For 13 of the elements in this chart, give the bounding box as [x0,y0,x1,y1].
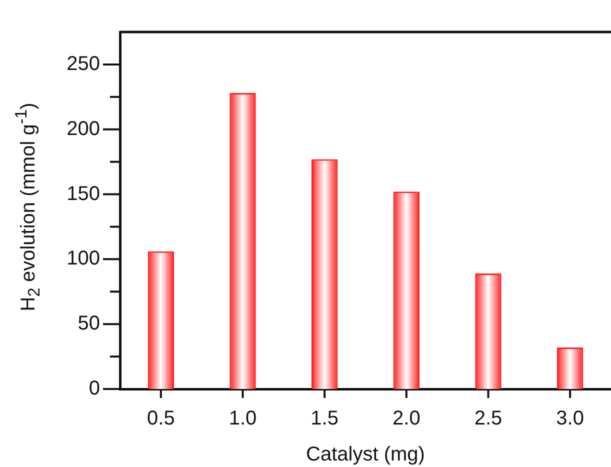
y-tick-label: 150 [66,182,100,205]
x-tick-label: 1.0 [228,408,257,430]
y-tick-label: 0 [88,378,100,400]
x-tick-label: 0.5 [147,408,175,430]
y-tick-label: 250 [66,52,100,75]
x-tick-label: 2.5 [474,408,502,430]
x-tick-label: 3.0 [556,408,584,430]
y-tick-label: 100 [66,248,100,270]
y-tick-label: 200 [66,118,100,140]
x-tick-label: 1.5 [310,408,338,430]
x-axis-title: Catalyst (mg) [306,444,425,466]
x-tick-label: 2.0 [392,408,420,430]
y-tick-label: 50 [78,312,100,335]
